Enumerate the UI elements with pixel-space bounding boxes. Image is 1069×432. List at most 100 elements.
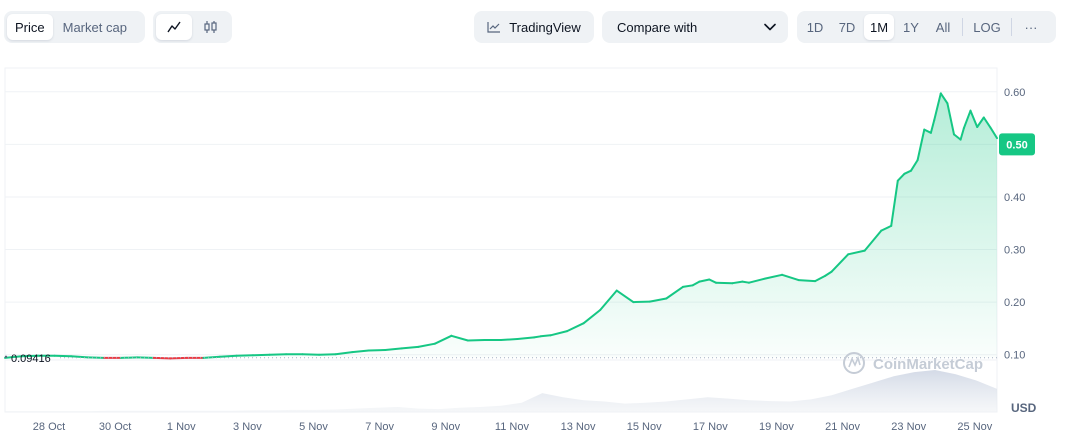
price-line-segment	[939, 92, 949, 105]
range-1d[interactable]: 1D	[806, 19, 824, 35]
price-line-segment	[959, 127, 965, 141]
candlestick-icon	[204, 21, 217, 33]
x-axis: 28 Oct 30 Oct 1 Nov 3 Nov 5 Nov 7 Nov 9 Nov 11 …	[33, 421, 993, 432]
range-7d[interactable]: 7D	[838, 19, 856, 35]
price-line-segment	[4, 355, 23, 359]
y-tick-label: 0.20	[1004, 297, 1025, 309]
x-tick-label: 17 Nov	[693, 421, 728, 432]
current-price-badge-bg	[999, 133, 1035, 156]
currency-label: USD	[1011, 401, 1037, 415]
compare-with-label: Compare with	[617, 19, 698, 35]
price-line-segment	[516, 336, 536, 340]
price-line-segment	[863, 229, 883, 252]
price-line-segment	[599, 289, 618, 311]
price-line-segment	[781, 273, 800, 282]
log-scale-toggle[interactable]: LOG	[973, 19, 1001, 35]
price-line-segment	[797, 279, 817, 283]
compare-with-dropdown[interactable]: Compare with	[602, 11, 788, 43]
price-area	[5, 93, 997, 359]
price-line-segment	[500, 338, 519, 341]
price-line-segment	[136, 356, 155, 359]
price-line-segment	[933, 92, 942, 122]
price-line-segment	[814, 274, 827, 283]
price-line-segment	[20, 354, 40, 358]
range-1m[interactable]: 1M	[864, 14, 894, 40]
price-line-segment	[896, 172, 906, 182]
price-line-segment	[582, 309, 602, 325]
price-line-segment	[714, 281, 734, 285]
tradingview-chart-icon	[487, 22, 501, 33]
x-tick-label: 15 Nov	[627, 421, 662, 432]
price-line-segment	[969, 109, 979, 128]
price-line	[4, 92, 998, 360]
price-line-segment	[367, 349, 387, 352]
tab-price[interactable]: Price	[7, 14, 53, 40]
price-area-fill	[5, 93, 997, 359]
current-price-label: 0.50	[1006, 139, 1027, 151]
tab-market-cap[interactable]: Market cap	[62, 19, 127, 35]
tradingview-button[interactable]: TradingView	[474, 11, 594, 43]
price-line-segment	[53, 354, 73, 358]
price-line-segment	[976, 116, 985, 128]
price-line-segment	[731, 280, 744, 285]
x-tick-label: 1 Nov	[167, 421, 196, 432]
x-tick-label: 3 Nov	[233, 421, 262, 432]
coinmarketcap-logo-icon	[843, 352, 865, 374]
reference-marker	[4, 355, 8, 359]
price-line-segment	[982, 116, 992, 129]
y-axis: 0.10 0.20 0.30 0.40 0.50 0.60	[1004, 87, 1025, 362]
price-line-segment	[466, 339, 486, 342]
price-line-segment	[916, 128, 926, 162]
price-chart: 0.09416 CoinMarketCap 0.100.200.300.400.…	[4, 67, 1037, 432]
watermark-text: CoinMarketCap	[873, 356, 983, 373]
price-line-segment	[417, 342, 436, 348]
x-tick-label: 11 Nov	[495, 421, 530, 432]
price-line-segment	[70, 355, 89, 359]
price-line-segment	[235, 354, 254, 357]
range-divider	[962, 18, 963, 36]
current-price-badge: 0.50	[999, 133, 1035, 156]
price-line-segment	[989, 126, 998, 140]
price-line-segment	[847, 249, 866, 256]
range-1y[interactable]: 1Y	[903, 19, 919, 35]
price-line-segment	[218, 354, 238, 358]
view-tabs: Price Market cap	[4, 11, 145, 43]
line-chart-button[interactable]	[156, 14, 192, 40]
price-line-segment	[741, 280, 750, 284]
volume-series	[5, 370, 997, 412]
price-line-segment	[903, 169, 912, 175]
price-line-segment	[400, 345, 420, 350]
price-line-segment	[929, 119, 936, 134]
volume-area	[5, 370, 997, 412]
candlestick-button[interactable]	[194, 14, 230, 40]
x-tick-label: 23 Nov	[891, 421, 926, 432]
price-line-segment	[910, 159, 919, 172]
x-tick-label: 28 Oct	[33, 421, 65, 432]
y-tick-label: 0.30	[1004, 245, 1025, 257]
price-line-segment	[890, 179, 899, 227]
price-line-segment	[533, 335, 542, 339]
price-line-segment	[698, 278, 711, 283]
price-line-segment	[830, 253, 850, 273]
price-line-segment	[962, 109, 972, 130]
price-line-segment	[450, 334, 469, 342]
tradingview-label: TradingView	[509, 19, 581, 35]
price-line-segment	[708, 278, 717, 284]
price-line-segment	[334, 351, 354, 356]
price-line-segment	[539, 334, 552, 338]
reference-price-line: 0.09416	[4, 353, 997, 365]
chevron-down-icon	[764, 23, 776, 31]
x-tick-label: 30 Oct	[99, 421, 131, 432]
x-tick-label: 21 Nov	[825, 421, 860, 432]
price-line-segment	[268, 353, 288, 356]
line-chart-icon	[167, 21, 181, 33]
price-line-segment	[384, 347, 403, 351]
x-tick-label: 25 Nov	[957, 421, 992, 432]
chart-type-toggle	[153, 11, 232, 43]
price-line-segment	[923, 128, 932, 134]
price-line-segment	[632, 300, 651, 304]
range-all[interactable]: All	[935, 19, 951, 35]
price-line-segment	[764, 273, 784, 280]
more-options-button[interactable]: ···	[1024, 19, 1038, 35]
reference-price-label: 0.09416	[11, 353, 51, 365]
